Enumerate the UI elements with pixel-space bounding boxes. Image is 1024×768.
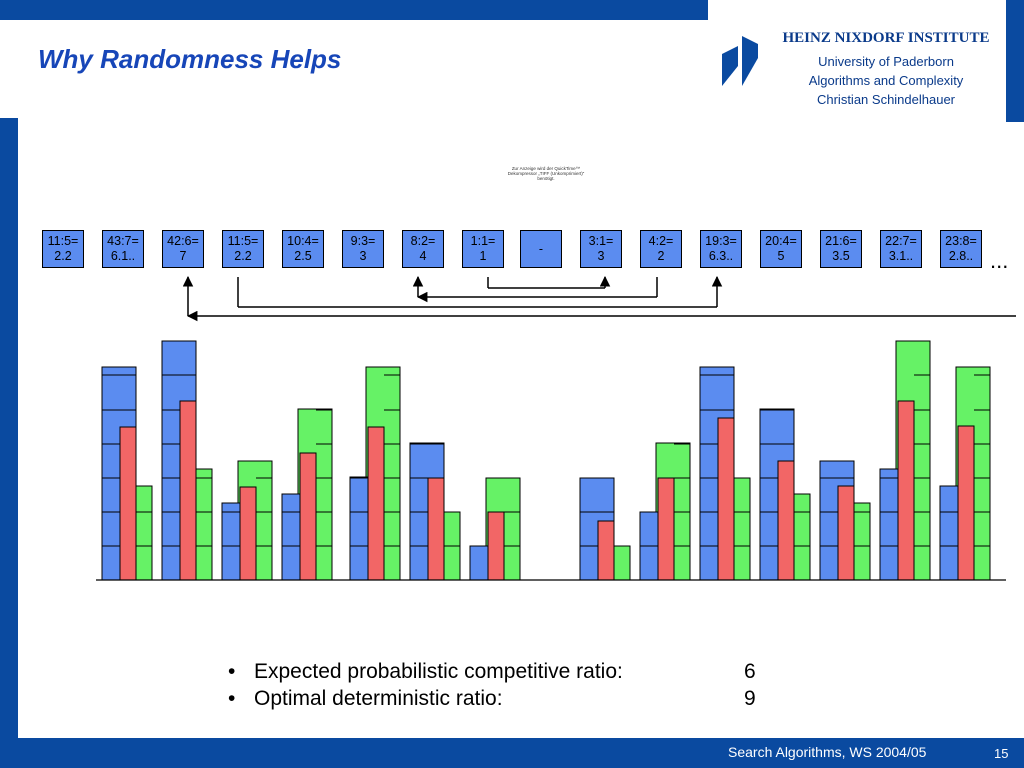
ratio-box-line: 2.8.. bbox=[948, 249, 974, 263]
red-bar bbox=[777, 460, 795, 581]
ratio-box: 22:7= 3.1.. bbox=[880, 230, 922, 268]
ratio-box-line: 6.1.. bbox=[110, 249, 136, 263]
slide-title: Why Randomness Helps bbox=[38, 44, 342, 74]
ratio-box: 20:4= 5 bbox=[760, 230, 802, 268]
ratio-box: 11:5= 2.2 bbox=[222, 230, 264, 268]
ellipsis: ... bbox=[990, 248, 1009, 273]
quicktime-note-line: Zur Anzeige wird der QuickTime™ bbox=[511, 166, 581, 171]
ratio-box-line: 42:6= bbox=[167, 234, 199, 248]
ratio-box: 42:6= 7 bbox=[162, 230, 204, 268]
institute-group: Algorithms and Complexity bbox=[808, 73, 964, 88]
ratio-box-line: 19:3= bbox=[705, 234, 737, 248]
ratio-box-line: 43:7= bbox=[107, 234, 139, 248]
ratio-box-line: 4 bbox=[419, 249, 427, 263]
ratio-box-line: 2 bbox=[657, 249, 665, 263]
ratio-box-line: 1:1= bbox=[470, 234, 496, 248]
red-bar bbox=[487, 511, 505, 581]
ratio-box-line: 9:3= bbox=[350, 234, 376, 248]
bullet-text: Optimal deterministic ratio: bbox=[254, 687, 503, 710]
ratio-box-line: 7 bbox=[179, 249, 187, 263]
ratio-box: 11:5= 2.2 bbox=[42, 230, 84, 268]
frame-right-bar bbox=[1006, 0, 1024, 122]
ratio-box-line: 23:8= bbox=[945, 234, 977, 248]
bullet-list: • Expected probabilistic competitive rat… bbox=[228, 660, 768, 714]
ratio-box-line: 1 bbox=[479, 249, 487, 263]
red-bar bbox=[897, 400, 915, 581]
bullet-text: Expected probabilistic competitive ratio… bbox=[254, 660, 623, 683]
ratio-box-line: 3 bbox=[597, 249, 605, 263]
ratio-box: 19:3= 6.3.. bbox=[700, 230, 742, 268]
ratio-box-line: 2.2 bbox=[234, 249, 252, 263]
institute-university: University of Paderborn bbox=[818, 54, 954, 69]
quicktime-note-line: benötigt. bbox=[537, 176, 555, 181]
ratio-box-line: 8:2= bbox=[410, 234, 436, 248]
ratio-box-line: 2.5 bbox=[294, 249, 312, 263]
ratio-box: 3:1= 3 bbox=[580, 230, 622, 268]
ratio-box-line: 5 bbox=[777, 249, 785, 263]
bullet-marker: • bbox=[228, 660, 236, 683]
footer-course: Search Algorithms, WS 2004/05 bbox=[728, 744, 927, 760]
ratio-box-line: 3 bbox=[359, 249, 367, 263]
ratio-box: 1:1= 1 bbox=[462, 230, 504, 268]
institute-author: Christian Schindelhauer bbox=[816, 92, 956, 107]
ratio-box: 4:2= 2 bbox=[640, 230, 682, 268]
red-bar bbox=[367, 426, 385, 581]
quicktime-placeholder-note: Zur Anzeige wird der QuickTime™ Dekompre… bbox=[496, 166, 596, 181]
red-bar bbox=[179, 400, 197, 581]
ratio-box-line: 22:7= bbox=[885, 234, 917, 248]
frame-bottom-bar bbox=[0, 738, 1024, 768]
ratio-box: 10:4= 2.5 bbox=[282, 230, 324, 268]
ratio-box-line: 3:1= bbox=[588, 234, 614, 248]
ratio-box-line: 6.3.. bbox=[708, 249, 734, 263]
red-bar bbox=[239, 486, 257, 581]
bullet-value: 6 bbox=[744, 660, 756, 683]
red-bar bbox=[597, 520, 615, 581]
ratio-box-line: 3.1.. bbox=[888, 249, 914, 263]
page-number: 15 bbox=[994, 746, 1009, 761]
red-bar bbox=[717, 417, 735, 581]
ratio-box-line: 3.5 bbox=[832, 249, 850, 263]
ratio-box-line: 4:2= bbox=[648, 234, 674, 248]
institute-logo-icon bbox=[722, 36, 758, 86]
ratio-box-line: 10:4= bbox=[287, 234, 319, 248]
red-bar bbox=[657, 477, 675, 581]
ratio-box: 23:8= 2.8.. bbox=[940, 230, 982, 268]
ratio-box: 43:7= 6.1.. bbox=[102, 230, 144, 268]
red-bar bbox=[957, 425, 975, 581]
bullet-item: • Expected probabilistic competitive rat… bbox=[228, 660, 768, 687]
ratio-box: 9:3= 3 bbox=[342, 230, 384, 268]
ratio-box-line: 11:5= bbox=[227, 234, 259, 248]
ratio-box: - bbox=[520, 230, 562, 268]
ratio-box-line: 20:4= bbox=[765, 234, 797, 248]
bullet-item: • Optimal deterministic ratio: 9 bbox=[228, 687, 768, 714]
institute-header: HEINZ NIXDORF INSTITUTE University of Pa… bbox=[712, 24, 1006, 120]
ratio-box-line: - bbox=[538, 241, 544, 256]
ratio-box-line: 11:5= bbox=[47, 234, 79, 248]
frame-top-bar bbox=[0, 0, 708, 20]
bullet-marker: • bbox=[228, 687, 236, 710]
red-bar bbox=[299, 452, 317, 581]
red-bar bbox=[427, 477, 445, 581]
bullet-value: 9 bbox=[744, 687, 756, 710]
ratio-box-line: 2.2 bbox=[54, 249, 72, 263]
frame-left-bar bbox=[0, 118, 18, 768]
quicktime-note-line: Dekompressor „TIFF (Unkomprimiert)“ bbox=[507, 171, 585, 176]
red-bar bbox=[119, 426, 137, 581]
red-bar bbox=[837, 485, 855, 581]
search-arrows bbox=[182, 275, 1016, 322]
bar-groups bbox=[101, 340, 991, 581]
ratio-box: 8:2= 4 bbox=[402, 230, 444, 268]
ratio-box: 21:6= 3.5 bbox=[820, 230, 862, 268]
ratio-box-line: 21:6= bbox=[825, 234, 857, 248]
institute-name: HEINZ NIXDORF INSTITUTE bbox=[782, 30, 990, 46]
